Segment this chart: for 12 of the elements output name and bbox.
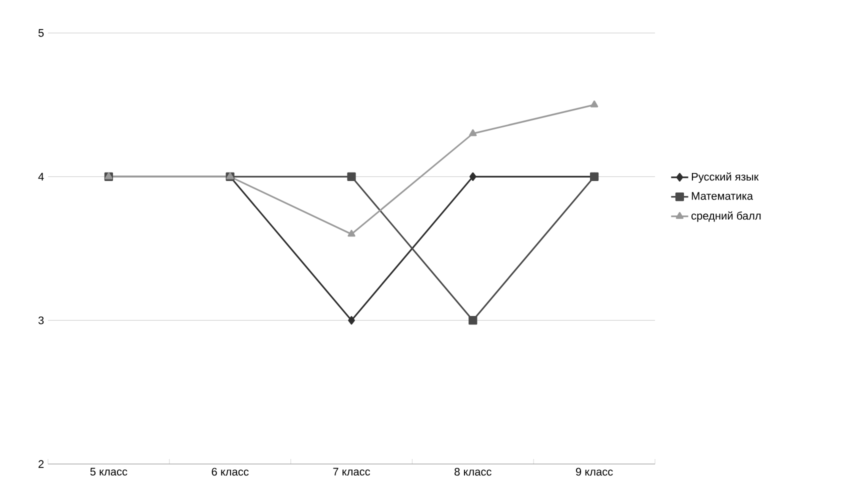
- legend-label: средний балл: [691, 211, 761, 222]
- x-tick-label: 8 класс: [454, 468, 492, 476]
- x-tick-label: 9 класс: [576, 468, 613, 476]
- y-tick-label: 4: [38, 172, 44, 180]
- y-tick-label: 2: [38, 460, 44, 468]
- legend-label: Русский язык: [692, 172, 759, 183]
- x-tick-label: 5 класс: [90, 468, 128, 476]
- x-tick-label: 6 класс: [212, 468, 249, 476]
- legend-label: Математика: [692, 192, 754, 200]
- y-tick-label: 3: [38, 316, 44, 324]
- x-tick-label: 7 класс: [333, 468, 370, 476]
- y-tick-label: 5: [38, 29, 44, 37]
